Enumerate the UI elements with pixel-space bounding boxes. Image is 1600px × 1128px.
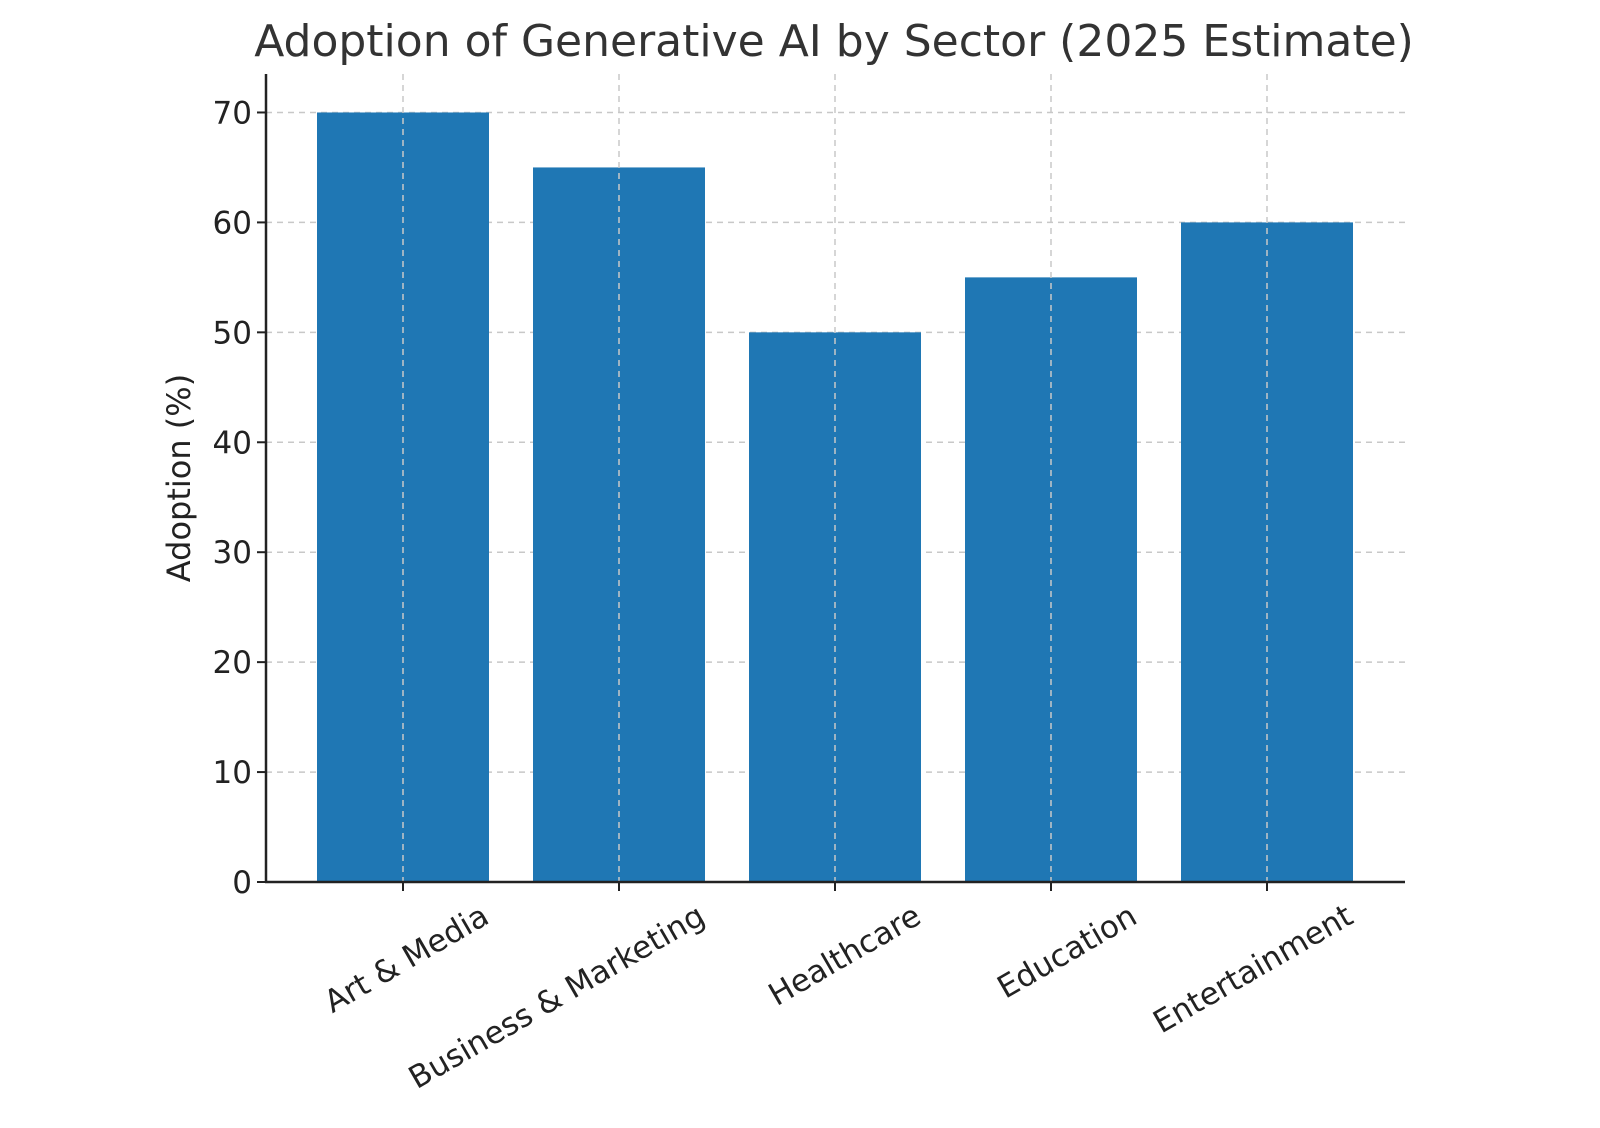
chart-title: Adoption of Generative AI by Sector (202… — [254, 16, 1414, 67]
y-ticks-layer: 0 10 20 30 40 50 60 70 — [213, 95, 266, 901]
x-tick-label: Entertainment — [1147, 898, 1359, 1041]
y-tick-label: 40 — [213, 425, 252, 461]
y-axis-label: Adoption (%) — [160, 374, 198, 582]
y-tick-label: 60 — [213, 205, 252, 241]
x-tick-label: Art & Media — [318, 898, 495, 1021]
y-tick-label: 0 — [232, 865, 252, 901]
y-tick-label: 30 — [213, 535, 252, 571]
vertical-grid-layer — [402, 74, 1268, 882]
y-tick-label: 20 — [213, 645, 252, 681]
y-tick-label: 10 — [213, 755, 252, 791]
y-tick-label: 50 — [213, 315, 252, 351]
y-tick-label: 70 — [213, 95, 252, 131]
x-tick-label: Healthcare — [763, 898, 927, 1014]
x-tick-label: Education — [991, 898, 1143, 1006]
